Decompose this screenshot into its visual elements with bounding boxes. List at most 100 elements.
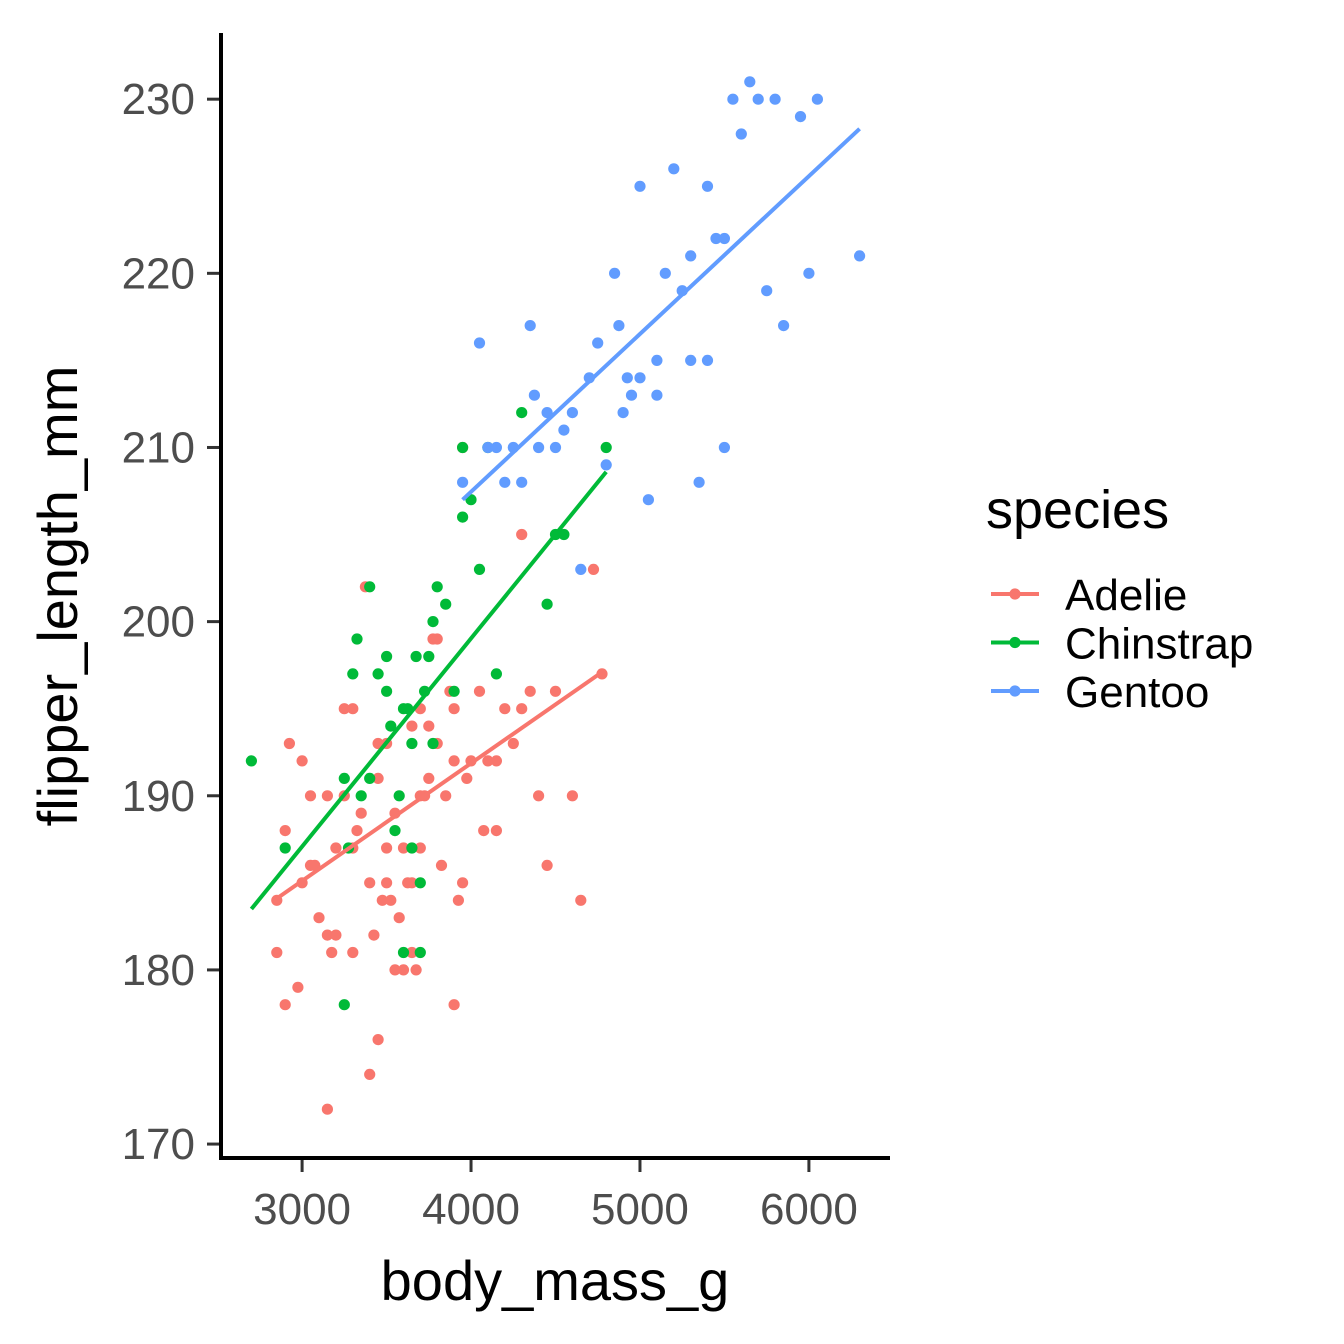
adelie-point-33 (381, 842, 393, 854)
adelie-point-35 (389, 964, 401, 976)
gentoo-point-23 (634, 180, 646, 192)
gentoo-point-48 (701, 354, 714, 366)
gentoo-point-16 (592, 337, 604, 349)
x-tick-label-4000: 4000 (422, 1185, 520, 1234)
chinstrap-point-32 (490, 668, 502, 680)
gentoo-point-44 (854, 250, 866, 262)
chinstrap-point-18 (410, 650, 422, 663)
gentoo-point-40 (778, 320, 790, 332)
chinstrap-point-1 (279, 842, 291, 854)
x-axis-ticks: 3000 4000 5000 6000 (253, 1160, 858, 1234)
chinstrap-point-39 (393, 790, 405, 802)
chinstrap-point-8 (364, 581, 376, 593)
adelie-point-46 (414, 842, 426, 854)
chinstrap-point-24 (431, 581, 443, 593)
gentoo-point-12 (558, 424, 570, 436)
gentoo-point-25 (651, 354, 663, 366)
gentoo-point-35 (735, 128, 747, 140)
gentoo-point-27 (668, 163, 680, 175)
adelie-point-64 (478, 825, 490, 837)
chinstrap-point-30 (473, 563, 486, 576)
adelie-point-72 (533, 790, 545, 802)
gentoo-point-34 (727, 93, 739, 105)
gentoo-point-21 (621, 372, 633, 384)
adelie-point-13 (321, 929, 333, 941)
adelie-point-27 (368, 929, 380, 941)
gentoo-point-46 (651, 389, 663, 401)
adelie-point-67 (499, 703, 511, 715)
gentoo-point-14 (575, 563, 587, 576)
chinstrap-point-16 (406, 737, 418, 750)
fit-lines-layer (249, 127, 861, 911)
adelie-point-76 (575, 894, 587, 906)
adelie-point-74 (549, 685, 562, 697)
adelie-point-4 (283, 737, 295, 750)
legend-key-dot-chinstrap (1009, 636, 1021, 649)
chinstrap-point-37 (600, 441, 612, 454)
gentoo-point-47 (685, 250, 697, 262)
gentoo-point-20 (617, 407, 629, 419)
chinstrap-point-41 (427, 616, 439, 628)
y-tick-label-180: 180 (122, 946, 195, 995)
gentoo-point-17 (600, 459, 612, 471)
chinstrap-point-19 (414, 946, 426, 959)
gentoo-point-6 (516, 476, 528, 488)
adelie-point-5 (292, 981, 304, 993)
adelie-point-31 (376, 894, 388, 906)
adelie-fit-line (275, 670, 604, 901)
adelie-point-75 (566, 790, 579, 802)
x-tick-label-5000: 5000 (591, 1185, 689, 1234)
legend-item-chinstrap: Chinstrap (991, 620, 1253, 669)
gentoo-point-4 (499, 476, 511, 488)
adelie-point-49 (423, 772, 435, 785)
adelie-point-9 (304, 790, 317, 802)
chinstrap-point-17 (406, 842, 418, 854)
legend-item-gentoo: Gentoo (991, 668, 1209, 717)
legend-label-adelie: Adelie (1065, 571, 1187, 620)
adelie-point-7 (296, 755, 308, 767)
gentoo-point-3 (490, 441, 502, 454)
legend-key-dot-gentoo (1009, 685, 1021, 697)
gentoo-fit-line (461, 127, 861, 502)
adelie-point-80 (381, 877, 393, 889)
gentoo-point-10 (541, 407, 553, 419)
chinstrap-point-10 (372, 668, 384, 680)
adelie-point-66 (490, 825, 502, 837)
chinstrap-point-13 (389, 825, 401, 837)
y-axis-ticks: 170 180 190 200 210 220 230 (122, 75, 219, 1169)
adelie-point-14 (321, 1103, 333, 1115)
gentoo-point-39 (769, 93, 781, 105)
gentoo-point-32 (710, 232, 722, 245)
adelie-point-48 (423, 720, 435, 732)
chinstrap-point-38 (381, 650, 393, 663)
gentoo-point-45 (634, 372, 646, 384)
gentoo-point-11 (549, 441, 562, 454)
adelie-point-39 (397, 842, 410, 854)
chinstrap-point-14 (397, 946, 410, 959)
chinstrap-point-3 (338, 772, 350, 785)
adelie-point-65 (482, 755, 494, 767)
adelie-point-38 (397, 964, 410, 976)
adelie-point-82 (448, 703, 460, 715)
adelie-point-41 (406, 877, 418, 889)
adelie-point-16 (330, 929, 342, 941)
adelie-point-11 (313, 912, 325, 924)
legend-label-chinstrap: Chinstrap (1065, 620, 1253, 669)
adelie-point-25 (364, 877, 376, 889)
chinstrap-point-25 (440, 598, 452, 610)
adelie-point-15 (326, 946, 338, 959)
chinstrap-point-0 (245, 755, 257, 767)
adelie-point-1 (271, 946, 283, 959)
adelie-point-68 (507, 737, 519, 750)
adelie-point-22 (347, 703, 359, 715)
chinstrap-point-23 (427, 737, 439, 750)
adelie-point-34 (385, 894, 397, 906)
adelie-point-37 (393, 912, 405, 924)
y-tick-label-230: 230 (122, 75, 195, 124)
chinstrap-point-12 (385, 720, 397, 732)
gentoo-point-31 (701, 180, 714, 192)
adelie-point-23 (351, 825, 363, 837)
chinstrap-point-5 (347, 668, 359, 680)
